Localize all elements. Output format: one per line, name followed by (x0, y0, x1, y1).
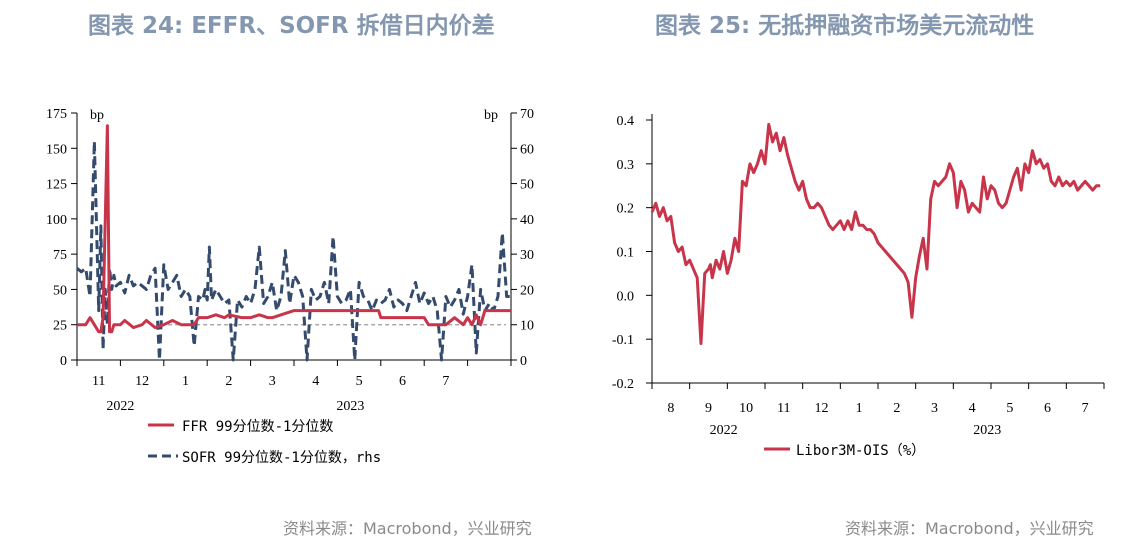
right-y-tick-label: 0 (520, 354, 527, 369)
legend-label-ffr: FFR 99分位数-1分位数 (182, 419, 333, 435)
series-line-ffr (77, 124, 511, 334)
left-unit-label: bp (90, 108, 104, 123)
right-chart-x-tick-label: 9 (705, 401, 712, 416)
right-chart-x-tick-label: 3 (931, 401, 938, 416)
series-line-libor-ois (650, 122, 1101, 346)
right-y-tick-label: 10 (520, 319, 534, 334)
right-chart-x-tick-label: 4 (969, 401, 976, 416)
x-tick-label: 2 (225, 374, 232, 389)
right-chart-x-tick-label: 11 (777, 401, 790, 416)
series-line-sofr (76, 139, 511, 362)
left-y-tick-label: 25 (53, 319, 67, 334)
right-chart-x-tick-label: 1 (856, 401, 863, 416)
left-y-tick-label: 0 (60, 354, 67, 369)
right-chart-y-tick-label: -0.1 (612, 333, 634, 348)
x-tick-label: 11 (92, 374, 105, 389)
right-chart-y-tick-label: 0.4 (617, 114, 635, 129)
left-y-tick-label: 50 (53, 283, 67, 298)
right-chart-x-tick-label: 12 (815, 401, 829, 416)
legend-label-libor-ois: Libor3M-OIS（%） (796, 443, 925, 459)
year-label: 2022 (106, 399, 134, 414)
right-chart-x-tick-label: 5 (1006, 401, 1013, 416)
left-y-tick-label: 100 (46, 213, 67, 228)
x-tick-label: 1 (182, 374, 189, 389)
left-y-tick-label: 75 (53, 248, 67, 263)
right-chart-x-tick-label: 10 (739, 401, 753, 416)
right-chart-x-tick-label: 8 (667, 401, 674, 416)
source-note-left: 资料来源：Macrobond，兴业研究 (283, 519, 532, 538)
right-chart-year-label: 2022 (710, 423, 738, 438)
source-note-right: 资料来源：Macrobond，兴业研究 (845, 519, 1094, 538)
x-tick-label: 7 (442, 374, 449, 389)
x-tick-label: 12 (135, 374, 149, 389)
x-tick-label: 4 (312, 374, 319, 389)
right-chart-y-tick-label: 0.3 (617, 158, 635, 173)
right-chart-year-label: 2023 (973, 423, 1001, 438)
chart-title-right: 图表 25: 无抵押融资市场美元流动性 (655, 13, 1035, 39)
x-tick-label: 6 (399, 374, 406, 389)
legend-label-sofr: SOFR 99分位数-1分位数，rhs (182, 450, 381, 466)
x-tick-label: 3 (269, 374, 276, 389)
right-y-tick-label: 40 (520, 213, 534, 228)
right-y-tick-label: 20 (520, 283, 534, 298)
right-chart-y-tick-label: 0.2 (617, 202, 635, 217)
right-y-tick-label: 30 (520, 248, 534, 263)
left-y-tick-label: 175 (46, 107, 67, 122)
right-y-tick-label: 70 (520, 107, 534, 122)
right-unit-label: bp (484, 108, 498, 123)
right-chart-x-tick-label: 7 (1082, 401, 1089, 416)
year-label: 2023 (336, 399, 364, 414)
chart-title-left: 图表 24: EFFR、SOFR 拆借日内价差 (88, 13, 495, 39)
right-chart-x-tick-label: 2 (893, 401, 900, 416)
right-y-tick-label: 50 (520, 178, 534, 193)
left-y-tick-label: 150 (46, 142, 67, 157)
right-chart-x-tick-label: 6 (1044, 401, 1051, 416)
x-tick-label: 5 (356, 374, 363, 389)
left-y-tick-label: 125 (46, 178, 67, 193)
right-chart-y-tick-label: 0.0 (617, 289, 635, 304)
right-y-tick-label: 60 (520, 142, 534, 157)
right-chart-y-tick-label: 0.1 (617, 246, 635, 261)
right-chart-y-tick-label: -0.2 (612, 377, 634, 392)
